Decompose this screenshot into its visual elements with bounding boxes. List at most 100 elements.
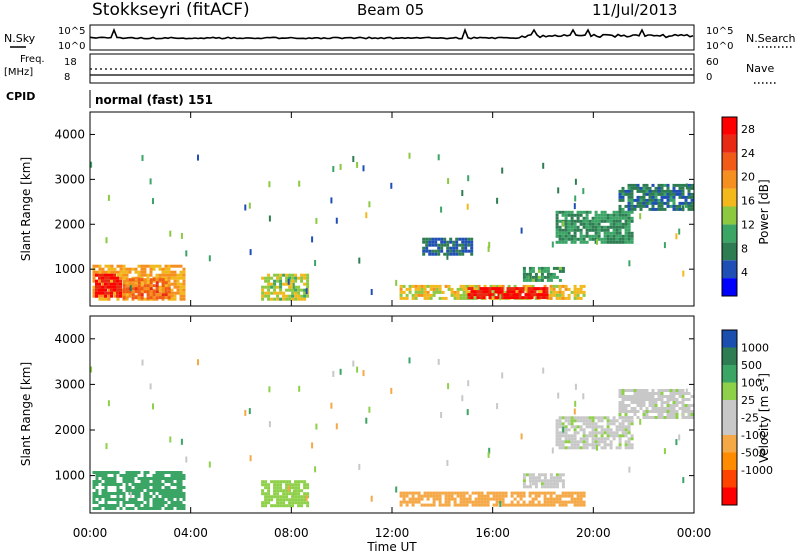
- data-cell: [557, 187, 560, 194]
- data-cell: [555, 231, 559, 235]
- data-cell: [597, 219, 601, 223]
- data-cell: [627, 198, 631, 202]
- data-cell: [119, 273, 123, 277]
- data-cell: [95, 282, 98, 286]
- data-cell: [531, 266, 535, 270]
- data-cell: [684, 204, 688, 208]
- data-cell: [311, 236, 314, 243]
- data-cell: [561, 293, 565, 297]
- data-cell: [668, 395, 671, 402]
- data-cell: [503, 293, 507, 297]
- data-cell: [425, 237, 429, 241]
- data-cell: [164, 273, 168, 277]
- data-cell: [591, 434, 595, 438]
- data-cell: [678, 204, 682, 208]
- data-cell: [551, 241, 554, 248]
- data-cell: [140, 282, 144, 286]
- data-cell: [480, 494, 484, 498]
- data-cell: [512, 287, 516, 291]
- data-cell: [564, 296, 568, 300]
- data-cell: [179, 288, 183, 292]
- time-x-axis: 00:00 04:00 08:00 12:00 16:00 20:00 00:00: [73, 112, 711, 540]
- data-cell: [152, 501, 156, 504]
- data-cell: [666, 407, 670, 410]
- data-cell: [591, 237, 595, 241]
- data-cell: [660, 201, 664, 205]
- data-cell: [414, 293, 418, 297]
- data-cell: [422, 237, 426, 241]
- data-cell: [461, 190, 464, 196]
- data-cell: [414, 491, 418, 495]
- data-cell: [170, 471, 174, 474]
- data-cell: [264, 279, 268, 283]
- data-cell: [170, 489, 174, 492]
- data-cell: [516, 290, 520, 294]
- data-cell: [468, 497, 472, 501]
- data-cell: [642, 395, 646, 398]
- data-cell: [672, 401, 676, 404]
- data-cell: [152, 489, 156, 492]
- data-cell: [597, 216, 601, 220]
- data-cell: [627, 404, 631, 407]
- data-cell: [470, 290, 474, 294]
- data-cell: [131, 278, 135, 282]
- data-cell: [267, 495, 271, 499]
- data-cell: [176, 507, 180, 510]
- data-cell: [182, 270, 186, 274]
- data-cell: [539, 293, 543, 297]
- data-cell: [432, 494, 436, 498]
- data-cell: [465, 293, 469, 297]
- data-cell: [488, 447, 491, 454]
- data-cell: [522, 476, 526, 480]
- data-cell: [588, 237, 592, 241]
- data-cell: [440, 243, 444, 247]
- data-cell: [155, 495, 159, 498]
- data-cell: [279, 501, 283, 505]
- data-cell: [487, 245, 490, 252]
- data-cell: [365, 212, 368, 219]
- data-region: [422, 237, 474, 256]
- nsky-tick-top: 10^5: [58, 26, 85, 37]
- freq-label-line2: [MHz]: [4, 67, 33, 78]
- data-cell: [270, 297, 274, 301]
- data-cell: [558, 231, 562, 235]
- cpid-value: normal (fast) 151: [95, 93, 213, 107]
- data-cell: [618, 410, 622, 413]
- data-cell: [630, 186, 634, 190]
- colorbar-tick-label: 100: [741, 377, 762, 390]
- data-cell: [576, 228, 580, 232]
- data-cell: [128, 278, 132, 282]
- data-cell: [129, 285, 132, 292]
- data-cell: [570, 500, 574, 504]
- data-cell: [461, 237, 465, 241]
- nsearch-tick-bottom: 10^0: [706, 41, 733, 52]
- data-cell: [660, 395, 664, 398]
- data-cell: [447, 494, 451, 498]
- data-cell: [564, 416, 568, 420]
- data-cell: [654, 392, 658, 395]
- data-cell: [447, 287, 451, 291]
- data-cell: [555, 213, 559, 217]
- data-cell: [444, 497, 448, 501]
- data-cell: [531, 269, 535, 273]
- colorbar-swatch: [722, 152, 737, 171]
- data-cell: [164, 290, 168, 294]
- data-cell: [555, 431, 559, 435]
- data-cell: [618, 413, 622, 416]
- data-cell: [618, 437, 622, 441]
- nsearch-label: N.Search: [746, 32, 796, 45]
- data-cell: [179, 489, 183, 492]
- data-cell: [146, 471, 150, 474]
- data-cell: [435, 497, 439, 501]
- data-cell: [537, 491, 541, 495]
- data-cell: [179, 495, 183, 498]
- data-cell: [573, 284, 577, 288]
- data-cell: [636, 404, 640, 407]
- data-cell: [477, 503, 481, 507]
- data-cell: [681, 392, 685, 395]
- data-cell: [600, 425, 604, 429]
- data-cell: [152, 504, 156, 507]
- data-cell: [461, 240, 465, 244]
- data-cell: [627, 216, 631, 220]
- data-cell: [471, 500, 475, 504]
